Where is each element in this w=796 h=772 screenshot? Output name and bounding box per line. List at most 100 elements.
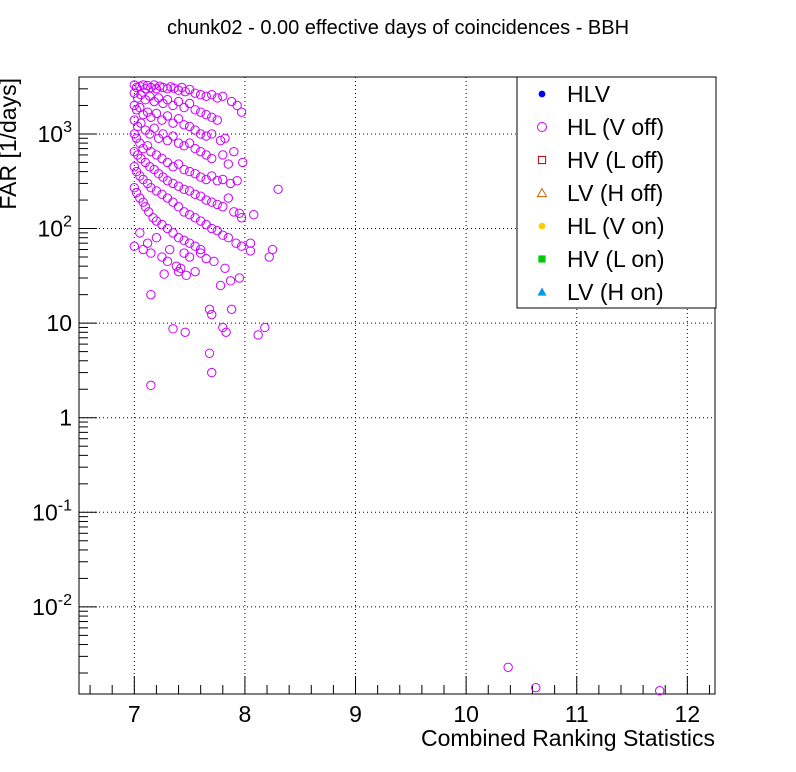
data-point: [146, 248, 156, 258]
x-tick-labels: 7 8 9 10 11 12: [128, 701, 700, 727]
data-point: [162, 95, 173, 105]
data-point: [253, 330, 263, 340]
data-point: [173, 138, 184, 148]
y-tick-mantissa: 10: [38, 121, 64, 147]
data-point: [140, 84, 151, 94]
legend-marker-open-circle: [537, 122, 547, 132]
data-point: [204, 348, 215, 358]
data-point: [136, 118, 146, 128]
data-point: [168, 178, 178, 189]
y-tick-mantissa: 10: [46, 310, 72, 336]
data-point: [129, 129, 140, 139]
data-point: [654, 686, 665, 696]
data-point: [162, 111, 173, 121]
data-point: [215, 280, 226, 291]
y-tick-label: 10-1: [32, 497, 72, 525]
data-point: [195, 107, 206, 117]
y-tick-label: 1: [59, 405, 72, 431]
data-point: [190, 189, 200, 200]
plot-border: [78, 76, 716, 695]
data-point: [168, 228, 178, 238]
data-point: [190, 266, 200, 277]
data-point: [180, 327, 190, 337]
y-tick-mantissa: 10: [38, 216, 64, 242]
data-point: [131, 133, 142, 143]
data-points: [129, 80, 665, 696]
data-point: [236, 213, 247, 223]
data-point: [184, 166, 195, 177]
data-point: [151, 186, 162, 196]
data-point: [129, 183, 140, 193]
y-tick-label: 102: [38, 214, 73, 242]
plot-frame: [78, 76, 716, 695]
data-point: [249, 210, 259, 220]
data-point: [221, 327, 231, 337]
data-point: [179, 120, 189, 130]
data-point: [180, 86, 190, 97]
data-point: [225, 276, 236, 286]
legend-marker-filled-square: [538, 255, 546, 263]
data-point: [179, 164, 189, 175]
data-point: [223, 159, 234, 169]
data-point: [503, 662, 513, 672]
data-point: [168, 162, 178, 172]
data-point: [245, 246, 256, 256]
data-point: [190, 105, 200, 115]
data-point: [207, 89, 217, 100]
data-point: [218, 322, 228, 333]
data-point: [195, 129, 206, 139]
data-point: [135, 228, 145, 238]
data-point: [207, 171, 217, 181]
data-point: [173, 266, 184, 277]
data-point: [143, 207, 154, 217]
y-tick-exponent: -1: [58, 497, 72, 514]
data-point: [212, 199, 222, 210]
data-point: [190, 143, 200, 154]
data-point: [140, 202, 151, 212]
data-point: [223, 233, 234, 243]
data-point: [142, 141, 153, 151]
data-point: [149, 123, 159, 133]
data-point: [234, 208, 245, 218]
data-point: [234, 273, 245, 283]
data-point: [207, 129, 217, 139]
data-point: [146, 380, 156, 391]
data-point: [151, 233, 162, 243]
data-point: [212, 93, 222, 103]
data-point: [195, 172, 206, 182]
data-point: [181, 270, 191, 281]
legend-label: HL (V off): [567, 114, 664, 140]
y-tick-mantissa: 10: [32, 499, 58, 525]
data-point: [231, 238, 241, 248]
data-point: [168, 118, 178, 128]
data-point: [190, 88, 200, 98]
data-point: [138, 244, 148, 255]
data-point: [173, 85, 184, 95]
y-tick-label: 10-2: [32, 592, 72, 620]
data-point: [229, 146, 239, 157]
data-point: [223, 193, 234, 203]
y-tick-label: 10: [46, 310, 72, 336]
data-point: [201, 195, 211, 205]
data-point: [168, 197, 178, 207]
y-tick-label: 103: [38, 119, 73, 147]
y-axis-label: FAR [1/days]: [0, 78, 21, 210]
data-point: [129, 88, 140, 98]
legend-marker-open-triangle: [536, 187, 548, 198]
data-point: [168, 131, 178, 141]
data-point: [218, 91, 228, 102]
y-tick-mantissa: 10: [32, 594, 58, 620]
data-point: [162, 135, 173, 146]
data-point: [164, 244, 175, 255]
data-point: [190, 213, 200, 223]
data-point: [232, 176, 242, 186]
data-point: [162, 176, 173, 186]
legend-marker-filled-circle: [538, 90, 546, 98]
data-point: [260, 322, 270, 333]
legend-label: HV (L off): [567, 147, 664, 173]
data-point: [146, 183, 156, 193]
data-point: [148, 213, 158, 223]
chart-title: chunk02 - 0.00 effective days of coincid…: [167, 17, 629, 39]
